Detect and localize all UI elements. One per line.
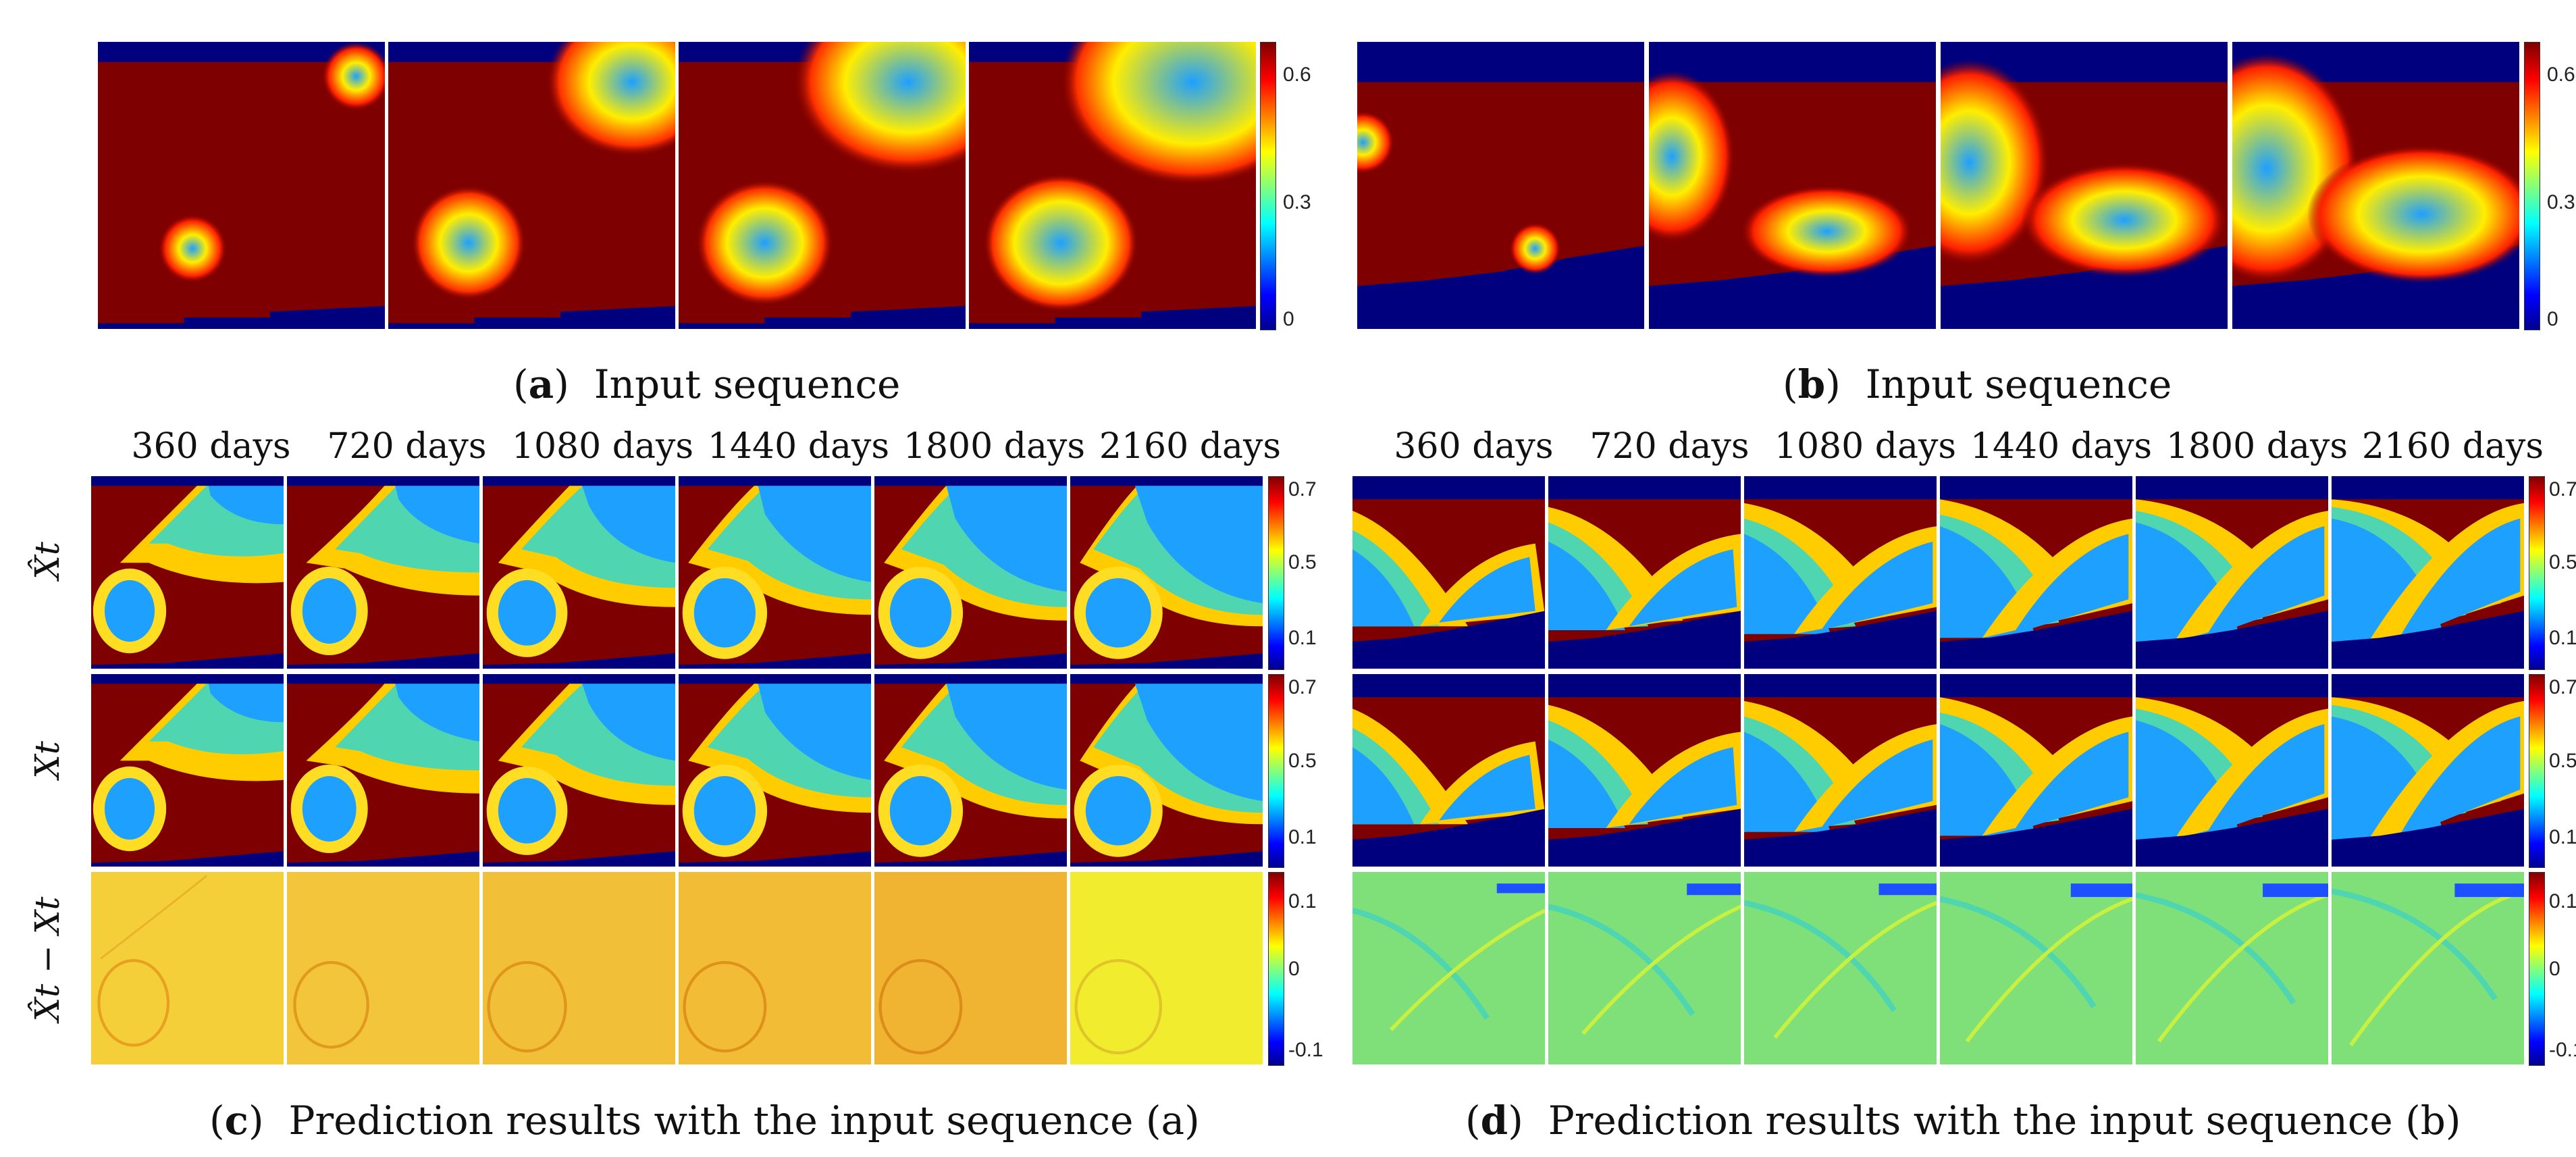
true-frame-d-1 [1352,674,1545,867]
input-frame-b2 [1649,42,1936,329]
colorbar-d-true-tick-mid: 0.5 [2549,750,2576,772]
caption-c: (c) Prediction results with the input se… [209,1098,1200,1143]
col-label-d-2: 720 days [1589,426,1750,467]
col-label-d-3: 1080 days [1774,426,1957,467]
true-frame-c-5 [874,674,1067,867]
col-label-c-4: 1440 days [707,426,890,467]
col-label-d-6: 2160 days [2361,426,2544,467]
colorbar-c-true-tick-bottom: 0.1 [1288,826,1317,848]
diff-frame-d-4 [1940,872,2132,1064]
input-frame-a2 [388,42,675,329]
colorbar-c-pred-tick-top: 0.7 [1288,478,1317,500]
colorbar-d-pred-tick-mid: 0.5 [2549,551,2576,573]
colorbar-c-true [1268,674,1284,868]
colorbar-d-diff-tick-bottom: -0.1 [2549,1039,2576,1061]
col-label-c-5: 1800 days [903,426,1086,467]
diff-frame-c-3 [483,872,675,1064]
diff-frame-d-2 [1548,872,1741,1064]
colorbar-b-tick-bottom: 0 [2547,308,2558,330]
col-label-c-2: 720 days [327,426,487,467]
pred-frame-c-5 [874,476,1067,669]
pred-frame-d-3 [1744,476,1937,669]
colorbar-b-tick-mid: 0.3 [2547,191,2575,213]
diff-frame-d-3 [1744,872,1937,1064]
diff-frame-c-5 [874,872,1067,1064]
row-label-c-true: Xt [28,741,67,779]
diff-frame-d-6 [2332,872,2524,1064]
colorbar-c-diff-tick-top: 0.1 [1288,890,1317,912]
colorbar-d-pred-tick-bottom: 0.1 [2549,627,2576,649]
colorbar-c-true-tick-top: 0.7 [1288,676,1317,698]
diff-frame-c-2 [287,872,479,1064]
true-frame-d-2 [1548,674,1741,867]
input-frame-a4 [969,42,1256,329]
colorbar-a-tick-mid: 0.3 [1283,191,1311,213]
pred-frame-c-1 [91,476,284,669]
colorbar-d-diff-tick-mid: 0 [2549,958,2560,980]
pred-frame-c-3 [483,476,675,669]
col-label-c-6: 2160 days [1099,426,1282,467]
true-frame-d-6 [2332,674,2524,867]
input-frame-b4 [2232,42,2519,329]
colorbar-d-diff-tick-top: 0.1 [2549,890,2576,912]
col-label-c-1: 360 days [131,426,291,467]
colorbar-d-true-tick-top: 0.7 [2549,676,2576,698]
col-label-d-1: 360 days [1394,426,1554,467]
true-frame-c-1 [91,674,284,867]
caption-a: (a) Input sequence [513,361,901,407]
true-frame-d-3 [1744,674,1937,867]
input-frame-a1 [98,42,385,329]
colorbar-c-pred-tick-mid: 0.5 [1288,551,1317,573]
diff-frame-d-1 [1352,872,1545,1064]
pred-frame-c-4 [679,476,871,669]
colorbar-c-pred-tick-bottom: 0.1 [1288,627,1317,649]
colorbar-c-diff [1268,872,1284,1066]
true-frame-c-4 [679,674,871,867]
colorbar-c-true-tick-mid: 0.5 [1288,750,1317,772]
diff-frame-c-1 [91,872,284,1064]
colorbar-c-diff-tick-bottom: -0.1 [1288,1039,1323,1061]
input-frame-b1 [1357,42,1644,329]
pred-frame-c-6 [1070,476,1263,669]
diff-frame-d-5 [2136,872,2328,1064]
colorbar-d-true-tick-bottom: 0.1 [2549,826,2576,848]
diff-frame-c-4 [679,872,871,1064]
diff-frame-c-6 [1070,872,1263,1064]
col-label-c-3: 1080 days [511,426,694,467]
true-frame-c-3 [483,674,675,867]
pred-frame-d-6 [2332,476,2524,669]
true-frame-d-4 [1940,674,2132,867]
colorbar-c-diff-tick-mid: 0 [1288,958,1300,980]
colorbar-d-diff [2529,872,2545,1066]
true-frame-d-5 [2136,674,2328,867]
colorbar-b-tick-top: 0.6 [2547,63,2575,86]
row-label-c-pred: X̂t [28,542,67,580]
caption-d: (d) Prediction results with the input se… [1465,1098,2461,1143]
colorbar-d-true [2529,674,2545,868]
pred-frame-d-1 [1352,476,1545,669]
col-label-d-5: 1800 days [2165,426,2348,467]
pred-frame-c-2 [287,476,479,669]
colorbar-a [1260,42,1276,330]
colorbar-d-pred [2529,476,2545,670]
colorbar-c-pred [1268,476,1284,670]
pred-frame-d-5 [2136,476,2328,669]
row-label-c-diff: X̂t − Xt [28,896,67,1022]
true-frame-c-6 [1070,674,1263,867]
colorbar-a-tick-bottom: 0 [1283,308,1294,330]
pred-frame-d-2 [1548,476,1741,669]
input-frame-b3 [1941,42,2228,329]
colorbar-b [2524,42,2540,330]
colorbar-d-pred-tick-top: 0.7 [2549,478,2576,500]
input-frame-a3 [679,42,966,329]
colorbar-a-tick-top: 0.6 [1283,63,1311,86]
true-frame-c-2 [287,674,479,867]
col-label-d-4: 1440 days [1970,426,2153,467]
pred-frame-d-4 [1940,476,2132,669]
caption-b: (b) Input sequence [1783,361,2172,407]
